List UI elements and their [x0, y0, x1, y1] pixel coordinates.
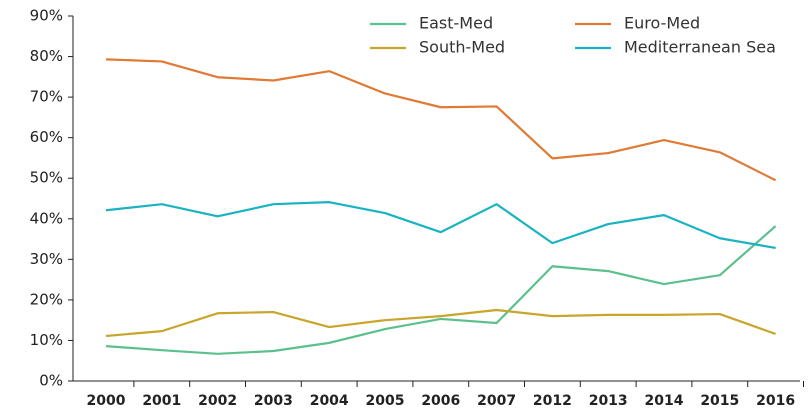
- x-tick-label: 2006: [421, 393, 460, 409]
- x-tick-label: 2015: [700, 393, 739, 409]
- x-tick-label: 2002: [198, 393, 237, 409]
- line-series: [105, 58, 777, 182]
- y-tick-label: 10%: [30, 331, 63, 349]
- x-tick-label: 2004: [310, 393, 349, 409]
- x-tick-label: 2005: [366, 393, 405, 409]
- legend-label: Mediterranean Sea: [624, 38, 776, 57]
- x-tick-label: 2016: [756, 393, 795, 409]
- x-tick-label: 2012: [533, 393, 572, 409]
- legend-label: South-Med: [419, 38, 505, 57]
- y-tick-label: 20%: [30, 290, 63, 308]
- line-series: [105, 201, 776, 250]
- x-tick-label: 2000: [87, 393, 126, 409]
- y-tick-label: 50%: [30, 169, 63, 187]
- x-tick-label: 2007: [477, 393, 516, 409]
- legend-label: Euro-Med: [624, 14, 700, 33]
- legend-label: East-Med: [419, 14, 493, 33]
- y-tick-label: 40%: [30, 209, 63, 227]
- y-tick-label: 0%: [39, 372, 63, 390]
- y-tick-label: 60%: [30, 128, 63, 146]
- line-series: [105, 308, 776, 338]
- y-tick-label: 80%: [30, 47, 63, 65]
- y-tick-label: 90%: [30, 7, 63, 25]
- legend: East-Med Euro-Med South-Med Mediterranean S…: [370, 14, 776, 57]
- y-tick-label: 70%: [30, 88, 63, 106]
- x-tick-label: 2014: [645, 393, 684, 409]
- x-tick-label: 2013: [589, 393, 628, 409]
- y-tick-label: 30%: [30, 250, 63, 268]
- x-tick-label: 2003: [254, 393, 293, 409]
- line-series: [105, 225, 777, 355]
- x-tick-label: 2001: [142, 393, 181, 409]
